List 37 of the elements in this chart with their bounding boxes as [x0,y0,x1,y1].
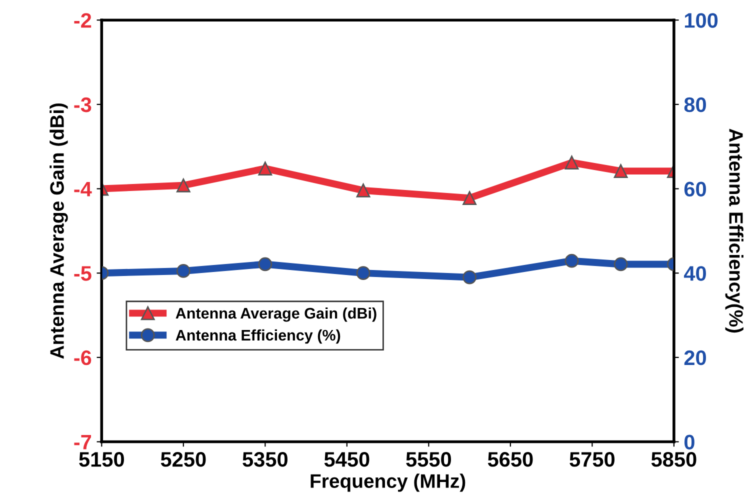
x-tick-label: 5450 [324,452,370,467]
y-tick-label: -5 [74,266,92,281]
x-tick-label: 5550 [406,452,451,467]
legend-label: Antenna Efficiency (%) [176,329,340,344]
y-tick-label: -3 [74,97,92,112]
y2-tick-label: 80 [684,97,706,112]
x-tick-label: 5750 [570,452,614,467]
point [564,156,579,170]
point [356,266,370,280]
x-tick-label: 5650 [488,452,533,467]
x-tick-label: 5850 [651,452,696,467]
point [176,264,190,278]
point [176,178,190,192]
point [614,164,628,178]
point [258,162,272,176]
y-axis-title: Antenna Average Gain (dBi) [50,104,68,359]
x-axis-title: Frequency (MHz) [310,474,466,492]
point [614,257,628,272]
point [462,191,476,205]
y2-tick-label: 40 [684,266,706,281]
y2-tick-label: 20 [684,350,706,366]
point [564,254,579,268]
y-tick-label: -6 [74,350,92,366]
y2-tick-label: 60 [684,182,706,197]
point [258,257,272,272]
x-tick-label: 5150 [79,452,124,467]
point [462,270,476,284]
legend-label: Antenna Average Gain (dBi) [176,307,376,322]
x-tick-label: 5350 [242,452,288,467]
y2-axis-title: Antenna Efficiency(%) [725,128,744,333]
y-tick-label: -4 [74,182,92,196]
y2-tick-label: 100 [684,13,718,28]
y2-tick-label: 0 [684,434,694,450]
y-tick-label: -7 [74,434,92,450]
y-tick-label: -2 [74,13,92,28]
x-tick-label: 5250 [160,452,206,467]
point [356,183,370,198]
